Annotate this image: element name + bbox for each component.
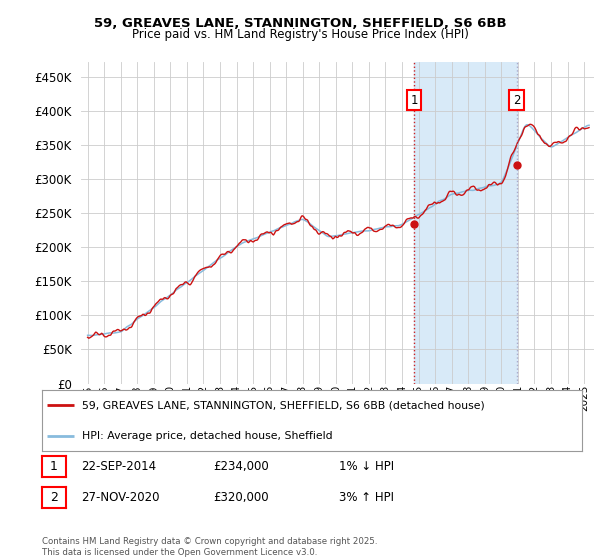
- Text: Contains HM Land Registry data © Crown copyright and database right 2025.
This d: Contains HM Land Registry data © Crown c…: [42, 537, 377, 557]
- Text: £234,000: £234,000: [213, 460, 269, 473]
- Text: 59, GREAVES LANE, STANNINGTON, SHEFFIELD, S6 6BB (detached house): 59, GREAVES LANE, STANNINGTON, SHEFFIELD…: [83, 400, 485, 410]
- Text: 1% ↓ HPI: 1% ↓ HPI: [339, 460, 394, 473]
- Text: 27-NOV-2020: 27-NOV-2020: [81, 491, 160, 504]
- Text: 2: 2: [513, 94, 520, 107]
- Text: 1: 1: [410, 94, 418, 107]
- Text: 2: 2: [50, 491, 58, 504]
- Text: 3% ↑ HPI: 3% ↑ HPI: [339, 491, 394, 504]
- Text: £320,000: £320,000: [213, 491, 269, 504]
- Text: HPI: Average price, detached house, Sheffield: HPI: Average price, detached house, Shef…: [83, 431, 333, 441]
- Text: 22-SEP-2014: 22-SEP-2014: [81, 460, 156, 473]
- Text: 1: 1: [50, 460, 58, 473]
- Text: 59, GREAVES LANE, STANNINGTON, SHEFFIELD, S6 6BB: 59, GREAVES LANE, STANNINGTON, SHEFFIELD…: [94, 17, 506, 30]
- Bar: [414, 62, 517, 384]
- Text: Price paid vs. HM Land Registry's House Price Index (HPI): Price paid vs. HM Land Registry's House …: [131, 28, 469, 41]
